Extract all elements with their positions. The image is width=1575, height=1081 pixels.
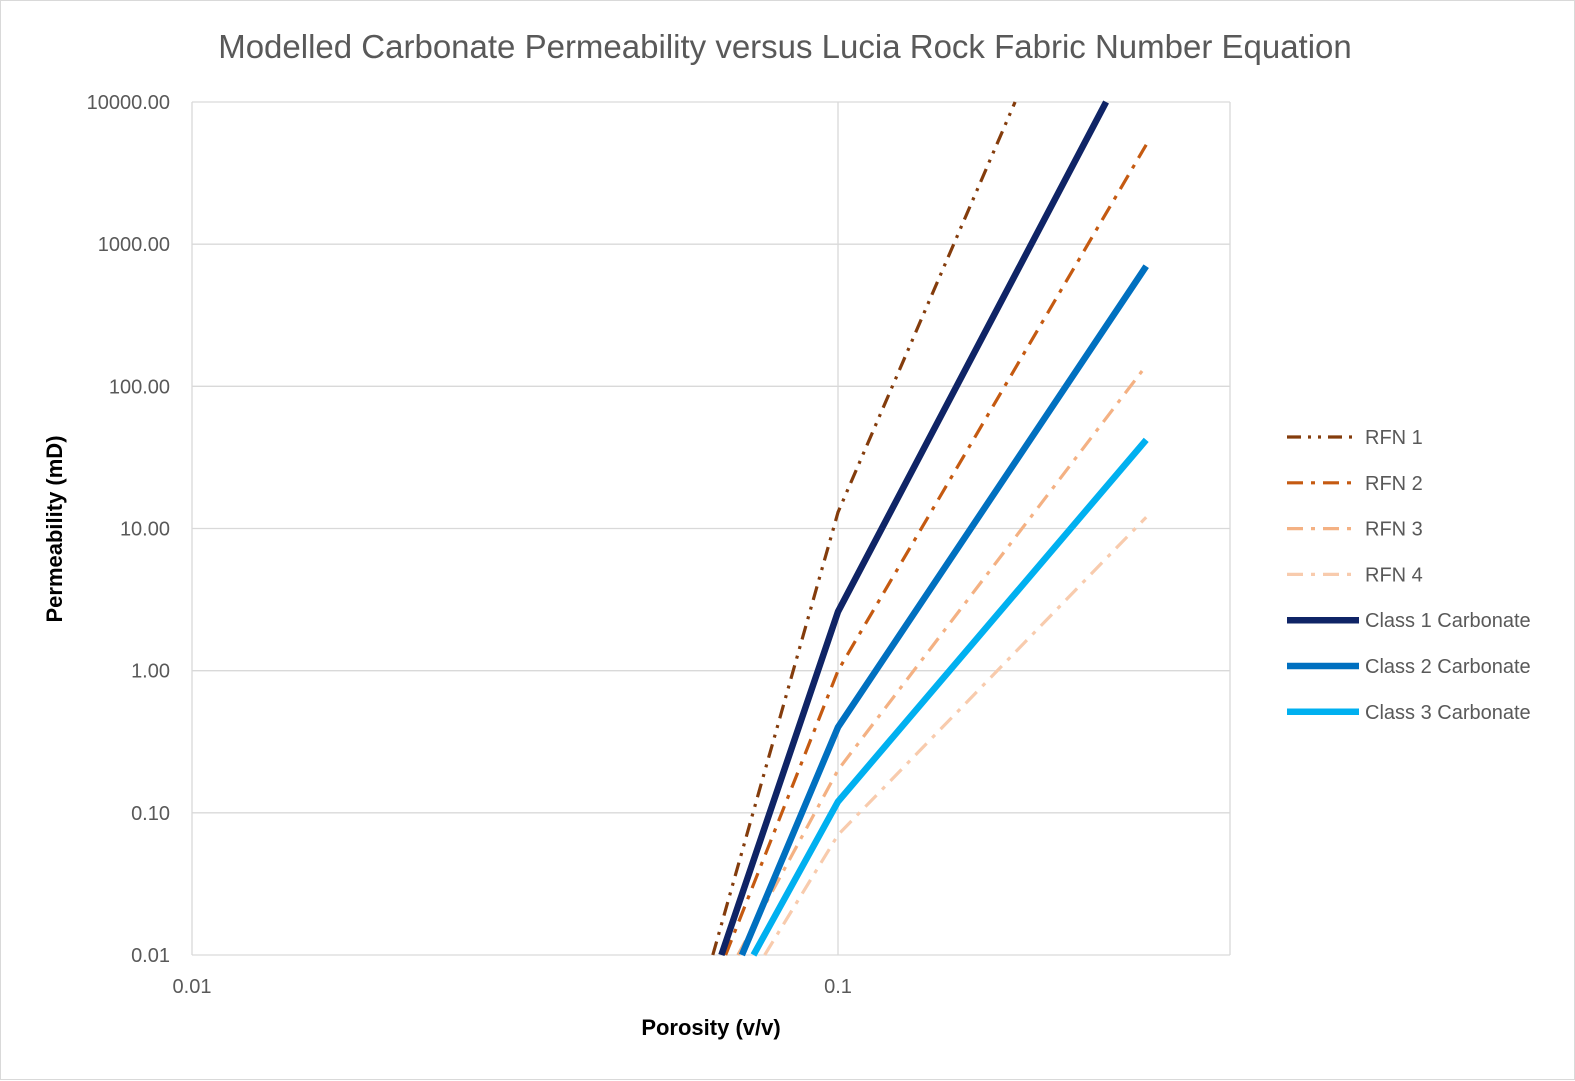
legend-label: Class 1 Carbonate <box>1365 610 1531 632</box>
y-axis-label: Permeability (mD) <box>42 435 67 622</box>
legend-label: RFN 4 <box>1365 564 1423 586</box>
y-tick-label: 1.00 <box>131 661 170 683</box>
legend-label: Class 2 Carbonate <box>1365 656 1531 678</box>
series-line-rfn-4 <box>763 516 1148 956</box>
y-tick-label: 1000.00 <box>98 234 170 256</box>
legend-label: RFN 2 <box>1365 473 1423 495</box>
x-tick-label: 0.01 <box>173 976 212 998</box>
series-line-rfn-3 <box>736 364 1148 956</box>
series-line-rfn-1 <box>711 101 1017 956</box>
x-tick-label: 0.1 <box>824 976 852 998</box>
series-line-class-1-carbonate <box>718 100 1109 957</box>
series-layer <box>711 100 1149 957</box>
series-line-class-2-carbonate <box>738 264 1149 957</box>
y-tick-label: 10.00 <box>120 519 170 541</box>
legend-label: RFN 1 <box>1365 427 1423 449</box>
legend-label: Class 3 Carbonate <box>1365 702 1531 724</box>
series-line-class-3-carbonate <box>750 437 1149 957</box>
y-tick-label: 0.10 <box>131 803 170 825</box>
legend-label: RFN 3 <box>1365 519 1423 541</box>
legend: RFN 1 RFN 2 RFN 3 RFN 4 Class 1 Carbonate Cla… <box>1287 427 1531 724</box>
y-tick-label: 0.01 <box>131 945 170 967</box>
grid-layer <box>191 101 1231 956</box>
tick-layer: 0.01 0.10 1.00 10.00 100.00 1000.00 10000.00 0.… <box>87 92 852 998</box>
x-axis-label: Porosity (v/v) <box>641 1015 780 1040</box>
chart-title: Modelled Carbonate Permeability versus L… <box>218 28 1352 65</box>
series-line-rfn-2 <box>724 143 1148 956</box>
y-tick-label: 100.00 <box>109 376 170 398</box>
y-tick-label: 10000.00 <box>87 92 170 114</box>
